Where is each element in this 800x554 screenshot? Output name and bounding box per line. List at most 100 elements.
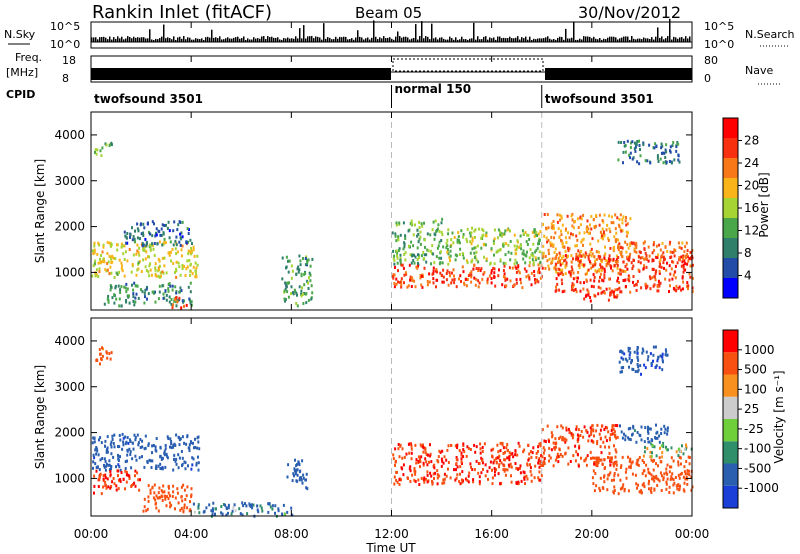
data-cell [430,460,433,464]
data-cell [140,232,143,236]
data-cell [433,261,436,265]
data-cell [168,253,171,257]
data-cell [445,246,448,250]
noise-bar [397,31,399,42]
data-cell [440,239,443,242]
data-cell [395,239,398,243]
data-cell [561,426,564,430]
data-cell [670,475,673,479]
nsearch-label: N.Search [745,28,795,41]
data-cell [671,472,674,476]
data-cell [636,140,639,144]
data-cell [601,258,603,262]
data-cell [179,286,182,290]
data-cell [608,451,611,455]
data-cell [643,440,646,444]
x-tick-label: 20:00 [575,527,610,541]
data-cell [121,447,124,451]
data-cell [307,281,309,285]
data-cell [271,507,274,511]
data-cell [582,213,585,217]
data-cell [608,277,611,281]
data-cell [421,285,424,289]
data-cell [554,458,557,462]
data-cell [448,271,451,275]
data-cell [481,227,484,231]
data-cell [195,272,198,276]
data-cell [147,221,149,225]
colorbar-swatch [723,396,738,419]
data-cell [584,272,587,276]
data-cell [628,356,631,360]
noise-bar [181,38,183,42]
data-cell [163,241,166,245]
data-cell [596,459,598,463]
data-cell [309,273,312,277]
data-cell [157,297,160,301]
data-cell [249,504,252,507]
data-cell [572,226,575,230]
data-cell [429,443,431,447]
data-cell [175,291,178,295]
data-cell [447,467,449,471]
data-cell [110,271,113,275]
noise-bar [451,38,453,42]
data-cell [485,234,488,238]
data-cell [134,300,137,304]
data-cell [625,223,628,227]
data-cell [562,254,565,258]
data-cell [460,280,462,283]
data-cell [106,262,109,265]
data-cell [227,511,229,515]
data-cell [416,261,419,265]
data-cell [652,475,655,479]
data-cell [628,347,631,351]
data-cell [412,244,415,248]
data-cell [132,288,135,292]
noise-bar [625,36,627,42]
data-cell [625,216,627,219]
noise-bar [245,39,247,42]
noise-bar [143,37,145,42]
noise-bar [325,38,327,42]
data-cell [666,432,669,436]
data-cell [173,299,176,303]
data-cell [439,450,442,454]
data-cell [133,481,136,485]
data-cell [460,478,463,482]
data-cell [463,450,466,454]
data-cell [177,453,180,457]
data-cell [526,477,529,481]
data-cell [663,151,666,155]
data-cell [469,240,472,244]
noise-bar [587,36,589,42]
data-cell [570,433,573,437]
data-cell [582,253,585,257]
data-cell [647,425,649,429]
data-cell [575,427,578,431]
data-cell [638,490,641,494]
data-cell [557,256,560,260]
data-cell [679,449,682,453]
data-cell [654,255,657,259]
data-cell [225,506,228,510]
data-cell [672,260,675,264]
data-cell [510,480,513,484]
data-cell [163,224,166,227]
data-cell [480,267,483,271]
data-cell [670,267,673,271]
noise-bar [223,39,225,42]
data-cell [570,260,573,264]
data-cell [494,470,496,474]
data-cell [104,444,106,448]
data-cell [669,240,672,244]
data-cell [522,450,525,454]
data-cell [601,290,604,294]
data-cell [517,269,520,273]
data-cell [159,462,162,466]
data-cell [194,437,196,441]
data-cell [629,242,632,246]
noise-bar [227,37,229,42]
noise-bar [551,39,553,42]
data-cell [618,281,620,284]
